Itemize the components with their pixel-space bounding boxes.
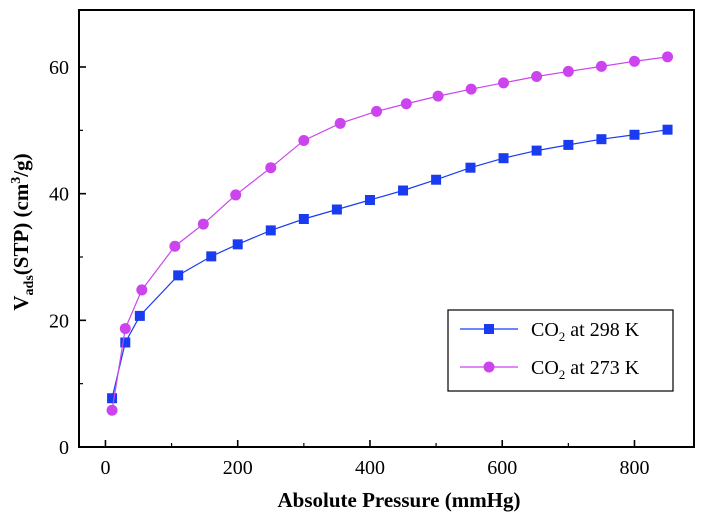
y-tick-label: 60 <box>49 57 69 79</box>
data-point <box>331 204 342 215</box>
data-point <box>298 134 310 146</box>
legend-label: CO2 at 273 K <box>531 357 640 382</box>
data-point <box>197 218 209 230</box>
legend-marker-shape <box>484 324 494 334</box>
series-layer <box>106 51 674 416</box>
data-point <box>662 124 673 135</box>
y-tick-label: 0 <box>59 437 69 459</box>
data-point <box>465 83 477 95</box>
data-point <box>498 77 510 89</box>
y-axis: 0 20 40 60 <box>49 57 86 459</box>
data-point <box>531 145 542 156</box>
series-co2-273 <box>106 51 674 416</box>
plot-frame <box>78 9 695 448</box>
y-tick-label: 20 <box>49 310 69 332</box>
legend-marker-shape <box>483 361 495 373</box>
x-axis: 0 200 400 600 800 <box>100 440 649 479</box>
legend-label: CO2 at 298 K <box>531 319 640 344</box>
data-point <box>265 162 277 174</box>
data-point <box>107 393 118 404</box>
data-point <box>173 270 184 281</box>
data-point <box>398 185 409 196</box>
data-point <box>119 323 131 335</box>
data-point <box>265 225 276 236</box>
series-co2-298 <box>107 124 673 404</box>
data-point <box>596 134 607 145</box>
data-point <box>136 284 148 296</box>
data-point <box>232 239 243 250</box>
x-tick-label: 200 <box>223 457 253 479</box>
legend-item-co2-273: CO2 at 273 K <box>460 357 640 382</box>
data-point <box>465 162 476 173</box>
legend-marker <box>484 324 494 334</box>
x-tick-label: 0 <box>100 457 110 479</box>
legend-item-co2-298: CO2 at 298 K <box>460 319 640 344</box>
data-point <box>431 174 442 185</box>
x-tick-label: 800 <box>619 457 649 479</box>
y-axis-title: Vads(STP) (cm3/g) <box>9 153 37 310</box>
data-point <box>169 240 181 252</box>
data-point <box>628 55 640 67</box>
data-point <box>595 60 607 72</box>
x-tick-label: 600 <box>487 457 517 479</box>
x-tick-label: 400 <box>355 457 385 479</box>
data-point <box>134 310 145 321</box>
data-point <box>400 98 412 110</box>
data-point <box>562 65 574 77</box>
data-point <box>371 105 383 117</box>
data-point <box>106 404 118 416</box>
legend: CO2 at 298 K CO2 at 273 K <box>447 309 674 392</box>
data-point <box>629 129 640 140</box>
data-point <box>531 71 543 82</box>
legend-marker <box>483 361 495 373</box>
data-point <box>206 251 217 262</box>
x-axis-title: Absolute Pressure (mmHg) <box>277 488 520 512</box>
data-point <box>432 90 444 102</box>
data-point <box>662 51 674 63</box>
data-point <box>230 189 242 201</box>
data-point <box>563 139 574 150</box>
data-point <box>498 153 509 164</box>
y-tick-label: 40 <box>49 184 69 206</box>
data-point <box>364 195 375 205</box>
data-point <box>298 214 309 224</box>
data-point <box>120 337 131 348</box>
data-point <box>334 117 346 129</box>
legend-box <box>447 309 674 392</box>
